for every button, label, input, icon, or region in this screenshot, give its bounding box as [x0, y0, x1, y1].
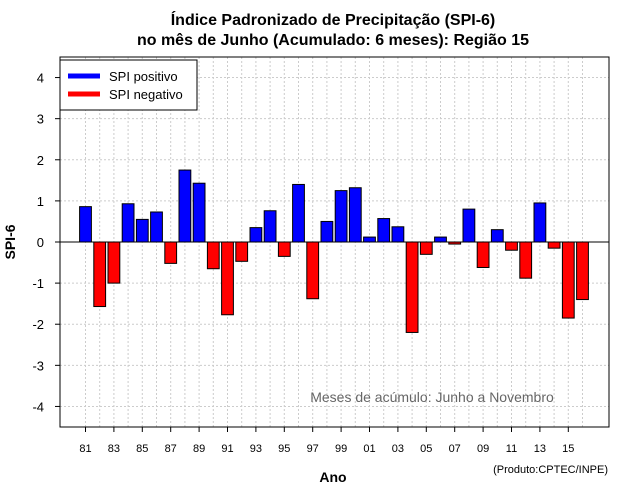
y-axis-label: SPI-6: [2, 224, 18, 259]
bar-2005: [419, 241, 433, 255]
x-tick-label: 05: [420, 443, 432, 455]
y-tick-label: 2: [37, 153, 44, 168]
bar-1995: [277, 241, 291, 257]
x-tick-label: 99: [335, 443, 347, 455]
bar-2004: [405, 241, 419, 333]
bar-2010: [490, 229, 504, 243]
bar-2011: [505, 241, 518, 251]
y-tick-label: 4: [37, 71, 44, 86]
y-tick-label: 1: [37, 194, 44, 209]
legend-label-negative: SPI negativo: [109, 87, 183, 102]
x-tick-label: 85: [136, 443, 148, 455]
bar-1994: [263, 210, 277, 243]
x-tick-label: 91: [221, 443, 233, 455]
bar-2015: [561, 241, 575, 319]
chart-annotation: Meses de acúmulo: Junho a Novembro: [310, 389, 554, 405]
bar-1999: [334, 190, 348, 243]
bar-1985: [135, 218, 149, 243]
bar-2000: [348, 187, 362, 243]
x-tick-label: 15: [562, 443, 574, 455]
bar-2012: [519, 241, 533, 279]
bars: [79, 169, 589, 333]
bar-2001: [363, 236, 376, 243]
bar-2014: [547, 241, 561, 249]
bar-1983: [107, 241, 121, 284]
legend-box: [59, 59, 198, 111]
bar-1990: [206, 241, 220, 270]
bar-1984: [121, 203, 135, 243]
x-tick-label: 83: [108, 443, 120, 455]
bar-2003: [391, 226, 405, 243]
bar-1996: [292, 183, 305, 243]
credit-text: (Produto:CPTEC/INPE): [493, 464, 608, 476]
bar-1989: [192, 182, 206, 243]
bar-2006: [434, 236, 447, 243]
bar-2008: [462, 208, 476, 243]
bar-1982: [93, 241, 107, 308]
bar-1991: [221, 241, 234, 316]
x-tick-label: 11: [506, 443, 517, 455]
bar-1997: [306, 241, 320, 300]
bar-1998: [320, 220, 334, 243]
legend: SPI positivo SPI negativo: [59, 59, 198, 111]
x-tick-label: 13: [534, 443, 546, 455]
x-tick-label: 81: [79, 443, 91, 455]
y-tick-label: 3: [37, 112, 44, 127]
y-tick-label: -3: [32, 358, 44, 373]
bar-1988: [178, 169, 192, 243]
bar-1993: [249, 227, 263, 243]
bar-2016: [576, 241, 589, 301]
x-tick-label: 01: [363, 443, 375, 455]
bar-1981: [79, 206, 92, 243]
x-tick-label: 09: [477, 443, 489, 455]
x-tick-label: 89: [193, 443, 205, 455]
y-tick-label: -1: [32, 276, 44, 291]
chart-subtitle: no mês de Junho (Acumulado: 6 meses): Re…: [137, 32, 529, 49]
x-tick-label: 97: [307, 443, 319, 455]
x-tick-label: 03: [392, 443, 404, 455]
y-tick-label: 0: [37, 235, 44, 250]
bar-1992: [235, 241, 249, 262]
chart-title: Índice Padronizado de Precipitação (SPI-…: [171, 10, 496, 29]
bar-2002: [377, 218, 391, 243]
y-tick-label: -4: [32, 399, 44, 414]
x-tick-label: 87: [165, 443, 177, 455]
x-tick-label: 07: [449, 443, 461, 455]
bar-1986: [150, 211, 163, 243]
bar-1987: [164, 241, 178, 264]
bar-2009: [476, 241, 490, 268]
y-tick-label: -2: [32, 317, 44, 332]
bar-2013: [533, 202, 547, 243]
x-axis-label: Ano: [319, 469, 346, 485]
x-tick-label: 93: [250, 443, 262, 455]
legend-label-positive: SPI positivo: [109, 69, 178, 84]
x-tick-label: 95: [278, 443, 290, 455]
